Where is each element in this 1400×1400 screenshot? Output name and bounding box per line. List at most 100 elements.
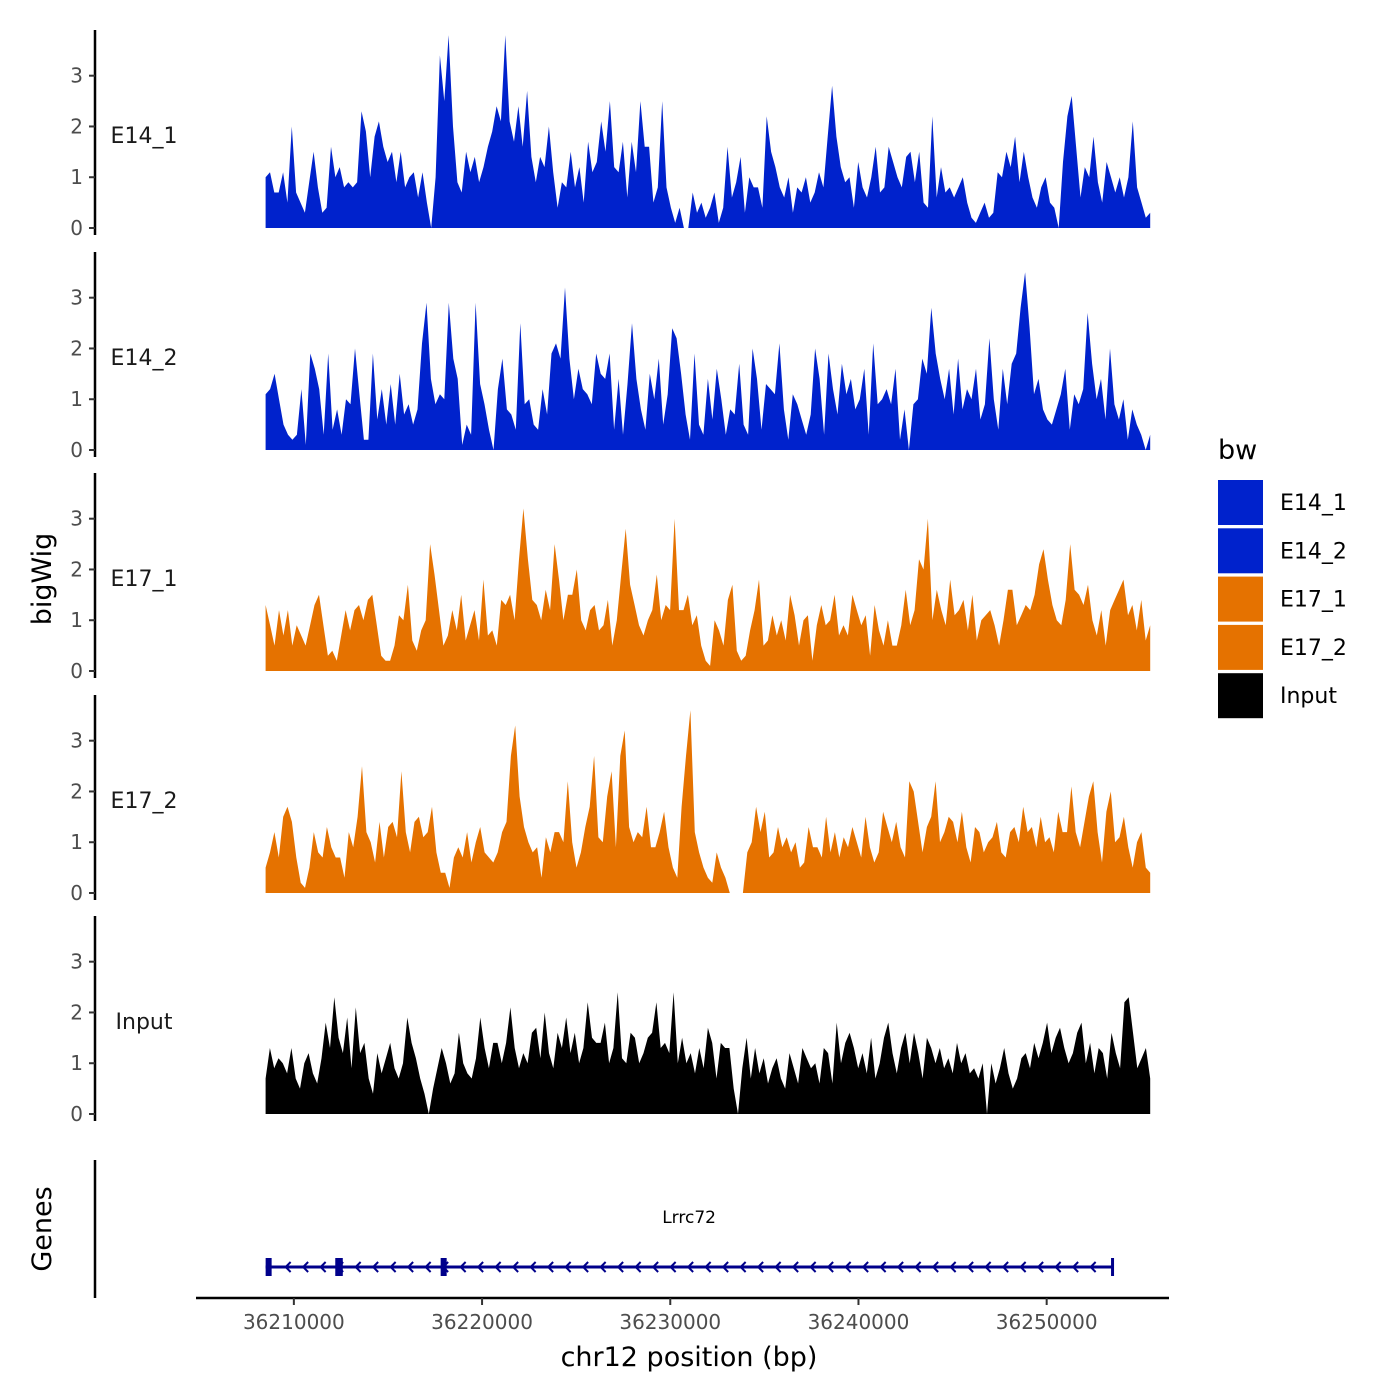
strand-arrow	[371, 1261, 379, 1273]
x-tick-label: 36220000	[431, 1310, 533, 1334]
strand-arrow	[1001, 1261, 1009, 1273]
track-E17_2: 0 1 2 3 E17_2	[70, 695, 1151, 905]
x-tick-label: 36230000	[619, 1310, 721, 1334]
strand-arrow	[826, 1261, 834, 1273]
gene-label: Lrrc72	[662, 1208, 716, 1228]
y-tick-label: 0	[70, 881, 83, 905]
strand-arrow	[651, 1261, 659, 1273]
y-tick-label: 1	[70, 608, 83, 632]
track-Input: 0 1 2 3 Input	[70, 916, 1151, 1126]
strand-arrow	[1036, 1261, 1044, 1273]
strand-arrow	[669, 1261, 677, 1273]
strand-arrow	[791, 1261, 799, 1273]
y-tick-label: 3	[70, 950, 83, 974]
facet-label-E17_2: E17_2	[111, 789, 178, 814]
strand-arrow	[616, 1261, 624, 1273]
y-tick-label: 2	[70, 336, 83, 360]
y-tick-label: 3	[70, 64, 83, 88]
legend-swatch-E17_2	[1218, 624, 1263, 670]
y-tick-label: 1	[70, 830, 83, 854]
strand-arrow	[476, 1261, 484, 1273]
y-axis-title-genes: Genes	[27, 1186, 58, 1271]
strand-arrow	[319, 1261, 327, 1273]
y-tick-label: 2	[70, 779, 83, 803]
y-tick-label: 2	[70, 557, 83, 581]
y-tick-label: 3	[70, 286, 83, 310]
area-E17_1	[265, 508, 1151, 671]
area-E17_2	[265, 710, 1151, 893]
strand-arrow	[914, 1261, 922, 1273]
track-E14_2: 0 1 2 3 E14_2	[70, 252, 1151, 462]
legend-swatch-Input	[1218, 673, 1263, 719]
strand-arrow	[809, 1261, 817, 1273]
strand-arrow	[686, 1261, 694, 1273]
strand-arrow	[949, 1261, 957, 1273]
legend-label-E17_2: E17_2	[1280, 636, 1347, 661]
y-axis-title-bigwig: bigWig	[27, 533, 58, 626]
y-tick-label: 3	[70, 507, 83, 531]
y-tick-label: 3	[70, 729, 83, 753]
legend-swatch-E14_1	[1218, 480, 1263, 525]
legend: bw E14_1 E14_2 E17_1 E17_2 Input	[1218, 435, 1347, 719]
gene-exon	[335, 1258, 343, 1276]
area-Input	[265, 992, 1151, 1114]
strand-arrow	[704, 1261, 712, 1273]
strand-arrow	[879, 1261, 887, 1273]
strand-arrow	[284, 1261, 292, 1273]
y-tick-label: 0	[70, 659, 83, 683]
legend-label-Input: Input	[1280, 684, 1337, 709]
strand-arrow	[931, 1261, 939, 1273]
facet-label-E14_2: E14_2	[111, 346, 178, 371]
area-E14_1	[265, 35, 1151, 228]
strand-arrow	[459, 1261, 467, 1273]
strand-arrow	[354, 1261, 362, 1273]
y-tick-label: 2	[70, 114, 83, 138]
strand-arrow	[1054, 1261, 1062, 1273]
strand-arrow	[511, 1261, 519, 1273]
strand-arrow	[546, 1261, 554, 1273]
x-tick-label: 36210000	[243, 1310, 345, 1334]
strand-arrow	[406, 1261, 414, 1273]
strand-arrow	[301, 1261, 309, 1273]
strand-arrow	[424, 1261, 432, 1273]
legend-title: bw	[1218, 435, 1257, 466]
strand-arrow	[529, 1261, 537, 1273]
legend-label-E14_1: E14_1	[1280, 491, 1347, 516]
facet-label-E17_1: E17_1	[111, 567, 178, 592]
strand-arrow	[896, 1261, 904, 1273]
strand-arrow	[581, 1261, 589, 1273]
strand-arrow	[634, 1261, 642, 1273]
bigwig-tracks: 0 1 2 3 E14_1 0 1 2 3 E14_2 0 1 2 3 E17_1 0 1 2 3 E17_2 0 1 2 3…	[70, 30, 1151, 1126]
legend-label-E17_1: E17_1	[1280, 588, 1347, 613]
gene-exon	[440, 1258, 447, 1276]
strand-arrow	[599, 1261, 607, 1273]
y-tick-label: 0	[70, 216, 83, 240]
area-E14_2	[265, 272, 1151, 450]
y-tick-label: 1	[70, 387, 83, 411]
legend-swatch-E17_1	[1218, 576, 1263, 622]
x-tick-label: 36240000	[808, 1310, 910, 1334]
strand-arrow	[389, 1261, 397, 1273]
legend-swatch-E14_2	[1218, 528, 1263, 574]
x-axis-title: chr12 position (bp)	[561, 1342, 818, 1373]
facet-label-E14_1: E14_1	[111, 124, 178, 149]
legend-label-E14_2: E14_2	[1280, 539, 1347, 564]
y-tick-label: 2	[70, 1000, 83, 1024]
strand-arrow	[1019, 1261, 1027, 1273]
y-tick-label: 0	[70, 438, 83, 462]
y-tick-label: 0	[70, 1102, 83, 1126]
x-tick-label: 36250000	[996, 1310, 1098, 1334]
y-tick-label: 1	[70, 1051, 83, 1075]
y-tick-label: 1	[70, 165, 83, 189]
facet-label-Input: Input	[116, 1010, 173, 1035]
strand-arrow	[1089, 1261, 1097, 1273]
gene-panel: Lrrc72	[93, 1160, 1115, 1298]
gene-exon	[265, 1258, 272, 1276]
strand-arrow	[721, 1261, 729, 1273]
strand-arrow	[984, 1261, 992, 1273]
strand-arrow	[966, 1261, 974, 1273]
strand-arrow	[774, 1261, 782, 1273]
strand-arrow	[756, 1261, 764, 1273]
track-E17_1: 0 1 2 3 E17_1	[70, 473, 1151, 683]
